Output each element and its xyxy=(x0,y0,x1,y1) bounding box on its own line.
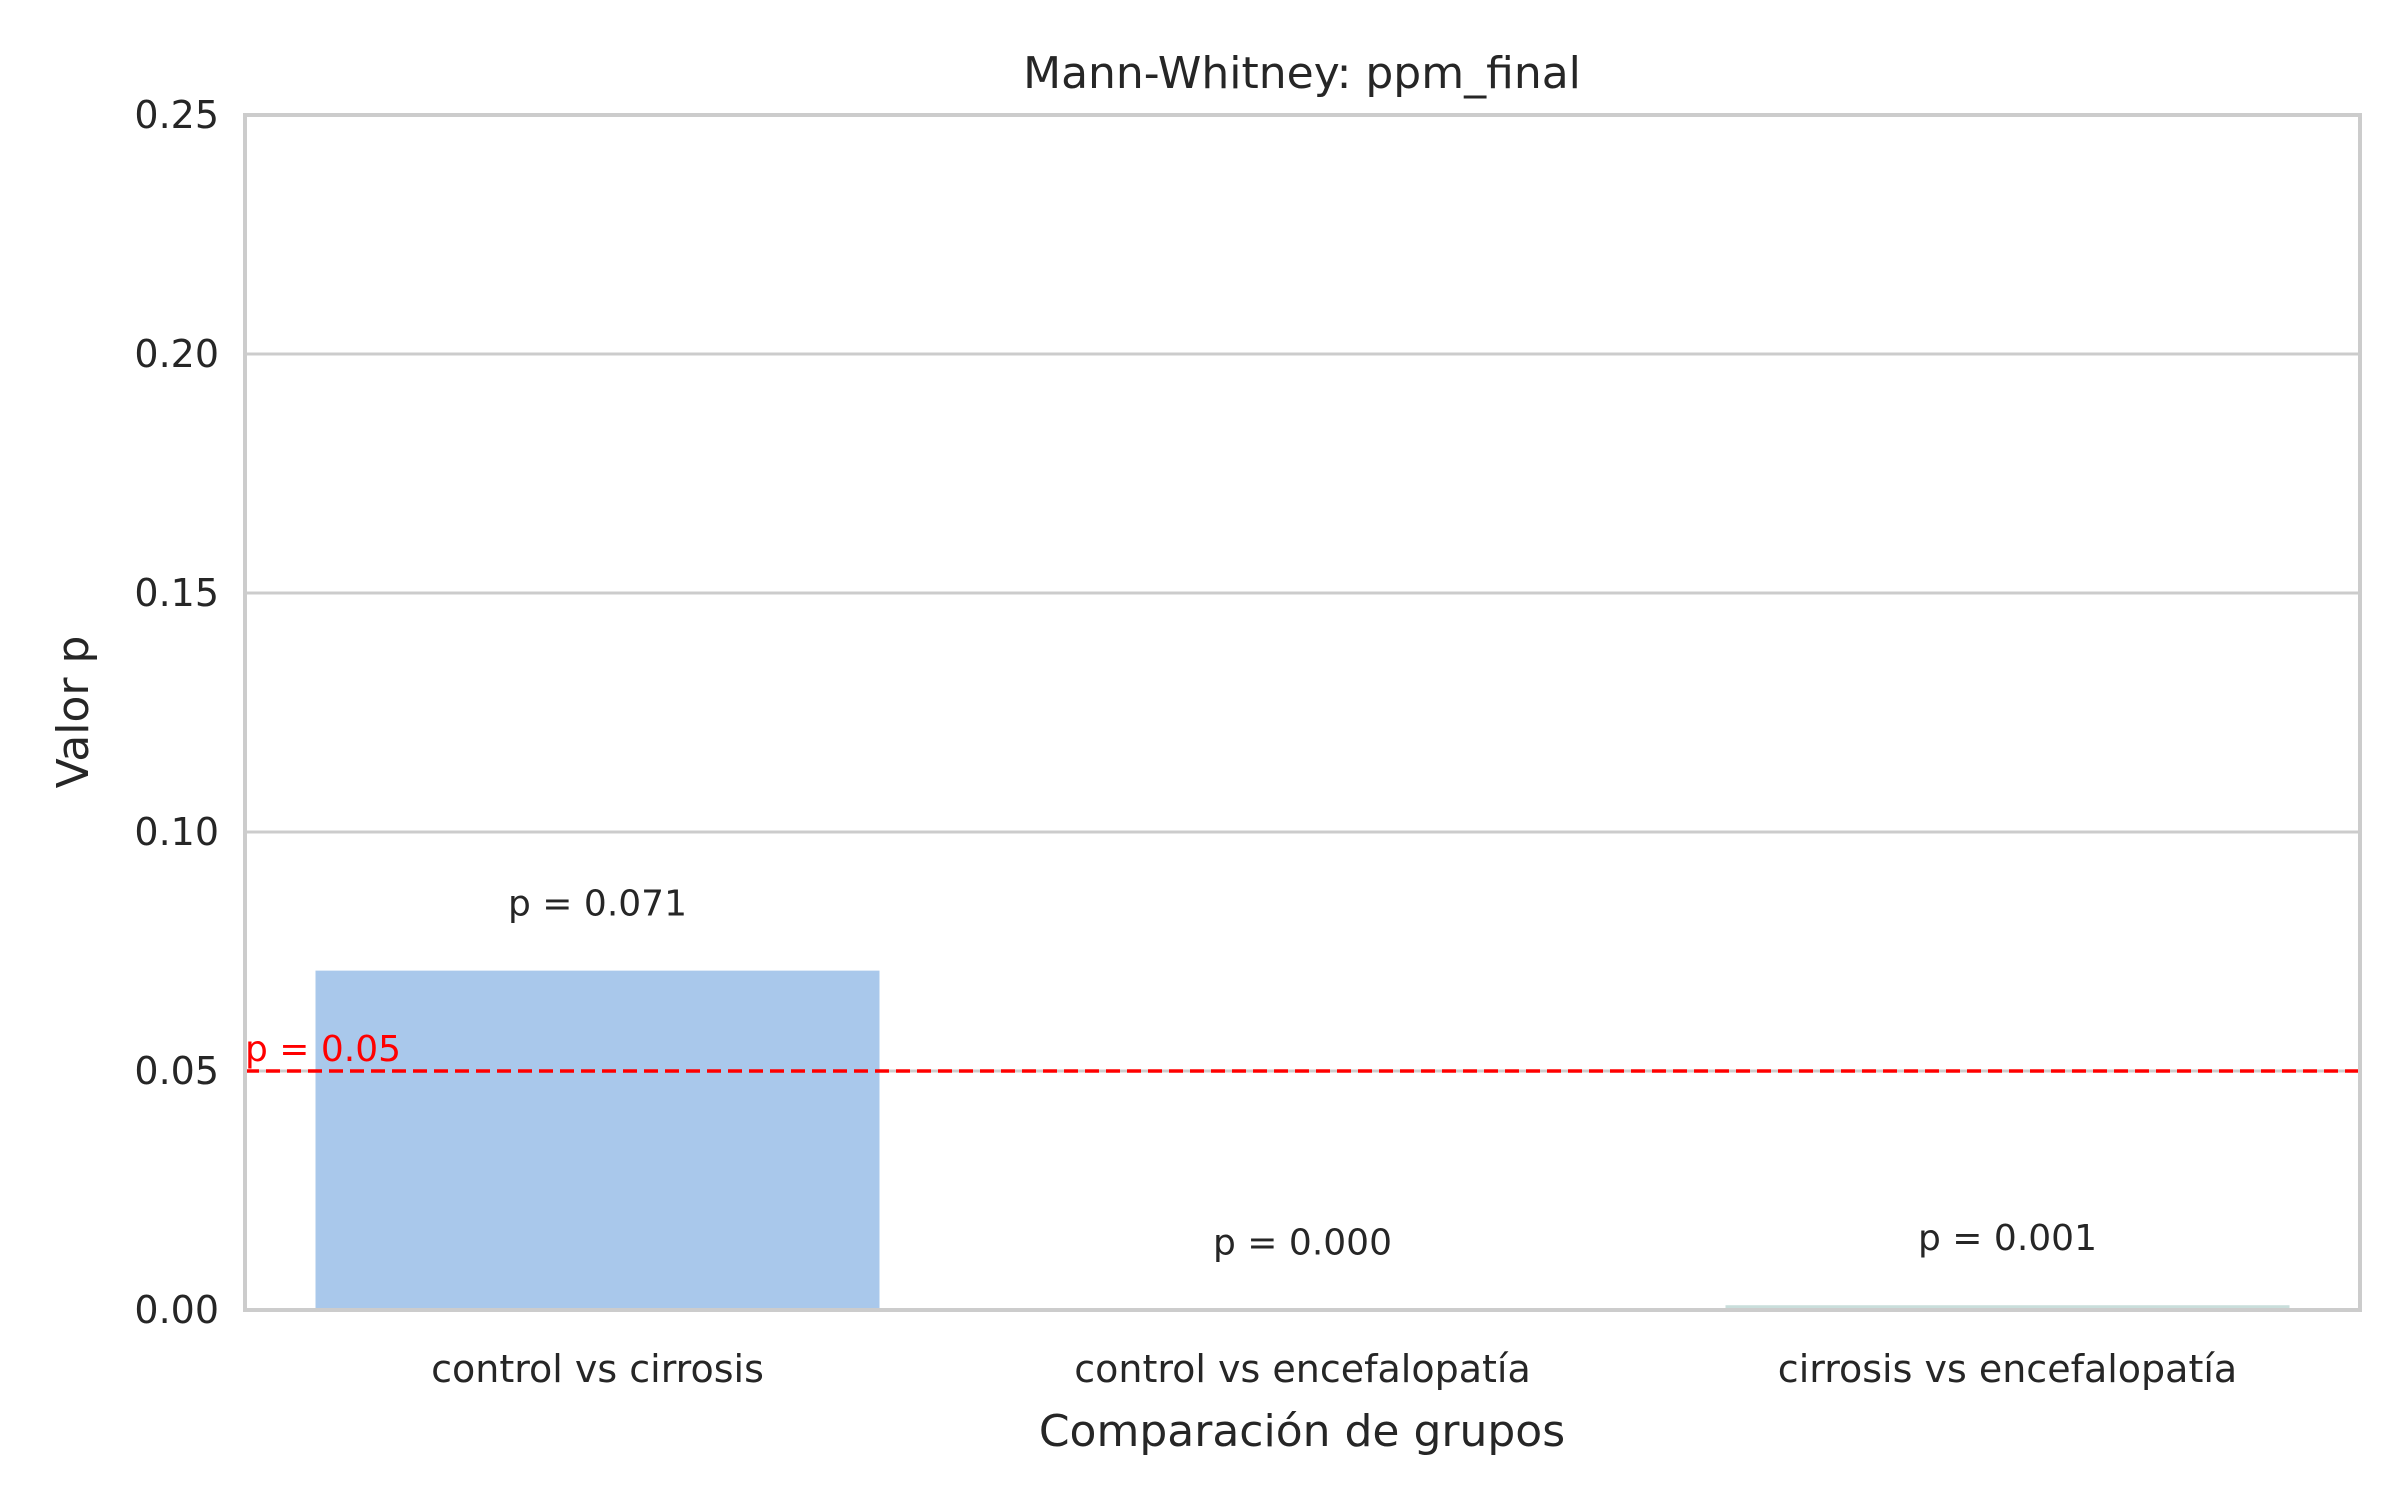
bar xyxy=(315,970,880,1310)
reference-line-group: p = 0.05 xyxy=(245,1029,2360,1073)
bar xyxy=(1725,1305,2290,1310)
chart-title: Mann-Whitney: ppm_final xyxy=(1023,48,1581,99)
y-tick-label: 0.15 xyxy=(134,571,219,615)
data-label: p = 0.001 xyxy=(1918,1218,2097,1259)
y-tick-label: 0.00 xyxy=(134,1288,219,1332)
data-labels: p = 0.071 p = 0.000 p = 0.001 xyxy=(508,884,2097,1264)
bars xyxy=(315,970,2290,1310)
x-tick-labels: control vs cirrosis control vs encefalopa… xyxy=(431,1347,2237,1391)
data-label: p = 0.071 xyxy=(508,884,687,925)
x-tick-label: control vs cirrosis xyxy=(431,1347,764,1391)
y-tick-label: 0.20 xyxy=(134,332,219,376)
plot-frame xyxy=(243,113,2362,1312)
x-tick-label: control vs encefalopatía xyxy=(1074,1347,1531,1391)
x-axis-label: Comparación de grupos xyxy=(1039,1406,1565,1457)
data-label: p = 0.000 xyxy=(1213,1223,1392,1264)
y-tick-label: 0.10 xyxy=(134,810,219,854)
y-tick-labels: 0.00 0.05 0.10 0.15 0.20 0.25 xyxy=(134,93,219,1332)
x-tick-label: cirrosis vs encefalopatía xyxy=(1778,1347,2237,1391)
y-tick-label: 0.05 xyxy=(134,1049,219,1093)
y-tick-label: 0.25 xyxy=(134,93,219,137)
y-axis-label: Valor p xyxy=(48,636,99,789)
reference-line-label: p = 0.05 xyxy=(245,1029,401,1070)
